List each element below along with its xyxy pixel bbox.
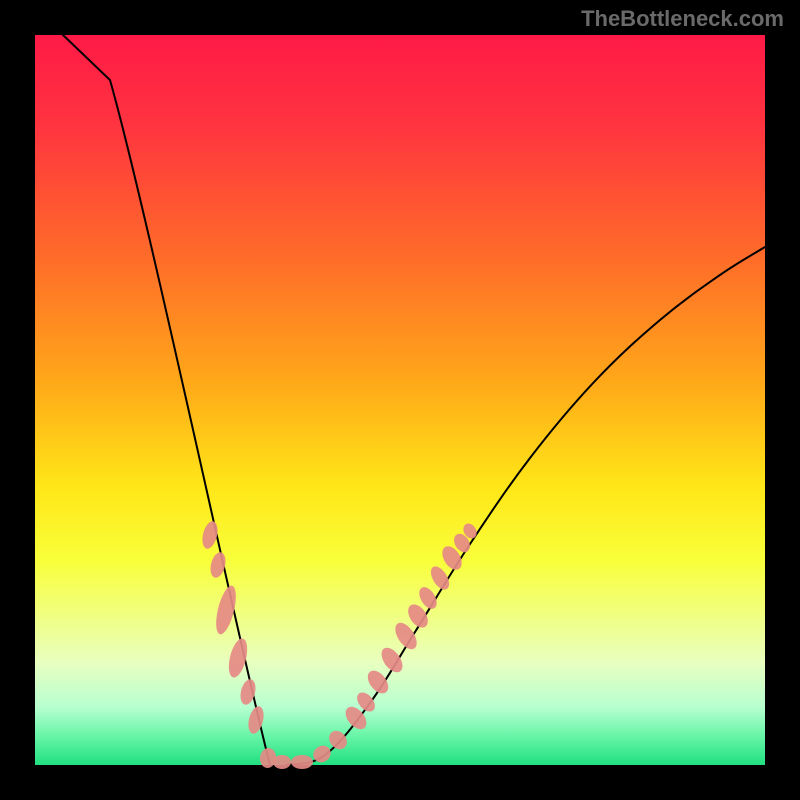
curve-marker — [291, 755, 313, 769]
curve-marker — [273, 755, 291, 769]
watermark-text: TheBottleneck.com — [581, 6, 784, 32]
bottleneck-chart — [0, 0, 800, 800]
